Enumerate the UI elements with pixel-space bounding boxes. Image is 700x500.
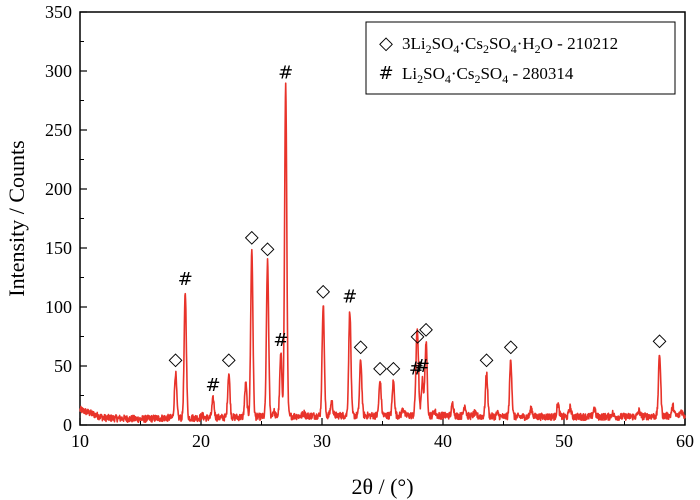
peak-marker: # bbox=[206, 375, 221, 396]
y-tick-label: 350 bbox=[45, 2, 72, 22]
peak-markers: ◇##◇◇◇##◇ #◇◇ ◇ ##◇◇◇◇ ◇ bbox=[169, 62, 667, 396]
peak-marker: ◇ bbox=[373, 357, 387, 378]
legend-symbol: # bbox=[378, 63, 393, 84]
legend-symbol: ◇ bbox=[379, 33, 393, 54]
peak-marker: ◇ bbox=[169, 349, 183, 370]
x-tick-label: 20 bbox=[192, 431, 210, 451]
x-tick-label: 40 bbox=[434, 431, 452, 451]
legend: ◇ 3Li2SO4·Cs2SO4·H2O - 210212 # Li2SO4·Cs2S… bbox=[365, 21, 676, 95]
x-tick-label: 10 bbox=[71, 431, 89, 451]
x-tick-label: 30 bbox=[313, 431, 331, 451]
y-tick-label: 250 bbox=[45, 120, 72, 140]
y-tick-label: 0 bbox=[63, 415, 72, 435]
ticks: 10 20 30 40 50 60 0 50 100 150 200 250 300 350 bbox=[45, 2, 694, 451]
y-tick-label: 100 bbox=[45, 297, 72, 317]
peak-marker: # bbox=[409, 359, 424, 380]
x-axis-title: 2θ / (°) bbox=[351, 474, 413, 499]
peak-marker: ◇ bbox=[480, 349, 494, 370]
y-tick-label: 150 bbox=[45, 238, 72, 258]
y-tick-label: 200 bbox=[45, 179, 72, 199]
peak-marker: # bbox=[342, 287, 357, 308]
peak-marker: # bbox=[273, 330, 288, 351]
x-tick-label: 60 bbox=[676, 431, 694, 451]
peak-marker: ◇ bbox=[316, 281, 330, 302]
pattern-series bbox=[79, 82, 686, 424]
peak-marker: ◇ bbox=[386, 357, 400, 378]
peak-marker: ◇ bbox=[222, 349, 236, 370]
legend-box bbox=[365, 21, 676, 95]
legend-label: 3Li2SO4·Cs2SO4·H2O - 210212 bbox=[402, 34, 618, 56]
peak-marker: ◇ bbox=[653, 330, 667, 351]
peak-marker: # bbox=[278, 62, 293, 83]
xrd-pattern-line bbox=[79, 82, 686, 424]
peak-marker: ◇ bbox=[411, 325, 425, 346]
y-axis-title: Intensity / Counts bbox=[4, 140, 29, 296]
peak-marker: ◇ bbox=[354, 336, 368, 357]
peak-marker: ◇ bbox=[261, 238, 275, 259]
peak-marker: ◇ bbox=[504, 336, 518, 357]
peak-marker: ◇ bbox=[245, 226, 259, 247]
legend-label: Li2SO4·Cs2SO4 - 280314 bbox=[402, 64, 574, 86]
peak-marker: # bbox=[178, 269, 193, 290]
y-tick-label: 50 bbox=[54, 356, 72, 376]
peak-marker: ◇ bbox=[419, 318, 433, 339]
y-tick-label: 300 bbox=[45, 61, 72, 81]
peak-marker: # bbox=[415, 356, 430, 377]
x-tick-label: 50 bbox=[555, 431, 573, 451]
